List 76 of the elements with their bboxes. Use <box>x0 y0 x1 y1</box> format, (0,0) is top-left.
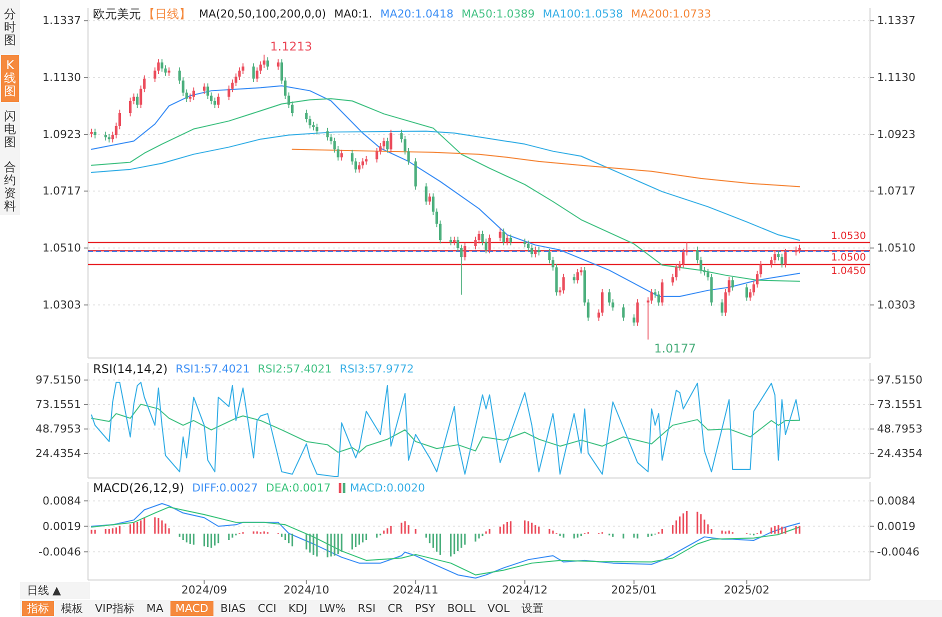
y-tick-label: 1.0923 <box>42 128 81 141</box>
line-series <box>90 382 800 478</box>
ref-line-label: 1.0450 <box>831 266 866 278</box>
text: K线图 <box>4 58 16 98</box>
legend-label: MACD:0.0020 <box>350 482 425 494</box>
line-series <box>90 404 800 453</box>
chart-title: RSI(14,14,2) <box>93 362 168 376</box>
ref-line-label: 1.0500 <box>831 252 866 264</box>
x-tick-label: 2024/11 <box>392 584 438 596</box>
text: 闪电图 <box>4 109 16 149</box>
text: CCI <box>258 602 276 615</box>
x-tick-label: 2025/01 <box>611 584 657 596</box>
y-tick-label: 1.1337 <box>42 14 81 28</box>
y-tick-label: 1.0717 <box>42 184 81 198</box>
y2-tick-label: 1.0923 <box>877 128 916 141</box>
x-tick-label: 2024/12 <box>502 584 548 596</box>
text: 分时图 <box>4 7 16 47</box>
x-tick-label: 2024/10 <box>284 584 330 596</box>
y-tick-label: 97.5150 <box>36 374 81 387</box>
y-tick-label: 73.1551 <box>36 398 81 412</box>
legend-label: RSI1:57.4021 <box>176 362 250 376</box>
text: BOLL <box>447 602 476 615</box>
y2-tick-label: 1.0510 <box>877 242 916 255</box>
text: MACD <box>175 602 208 615</box>
y-tick-label: -0.0046 <box>38 545 81 558</box>
y-tick-label: 1.0303 <box>42 298 81 312</box>
text: 设置 <box>522 602 544 615</box>
x-tick-label: 2025/02 <box>724 584 770 596</box>
chart-title: MACD(26,12,9) <box>93 481 184 495</box>
y2-tick-label: 73.1551 <box>877 398 922 412</box>
text: MA <box>146 602 164 615</box>
text: LW% <box>319 602 346 615</box>
y2-tick-label: 97.5150 <box>877 374 922 387</box>
y2-tick-label: 1.1337 <box>877 14 916 28</box>
y2-tick-label: 1.0717 <box>877 184 916 198</box>
text: BIAS <box>220 602 246 615</box>
text: VOL <box>488 602 511 615</box>
text: 模板 <box>61 602 83 615</box>
series-label: DIFF:0.0027 <box>192 482 258 494</box>
y-tick-label: 1.1130 <box>42 71 81 84</box>
text: MA200:1.0733 <box>630 8 712 20</box>
y2-tick-label: 0.0084 <box>877 494 916 508</box>
y2-tick-label: 0.0019 <box>877 520 916 533</box>
y-tick-label: 24.4354 <box>36 446 81 460</box>
annotation: MA0:1. <box>334 8 372 20</box>
text: CR <box>388 602 404 615</box>
line-series <box>90 130 800 241</box>
text: VIP指标 <box>95 602 134 615</box>
text: PSY <box>414 602 436 615</box>
text: RSI2:57.4021 <box>258 362 332 376</box>
y2-tick-label: -0.0046 <box>877 545 920 558</box>
y-tick-label: 48.7953 <box>36 422 81 436</box>
y-tick-label: 0.0019 <box>42 520 81 533</box>
y2-tick-label: 1.1130 <box>877 71 916 84</box>
text: MA50:1.0389 <box>462 8 535 20</box>
annotation: MA(20,50,100,200,0,0) <box>199 8 326 20</box>
chart-title: 欧元美元 <box>93 7 141 21</box>
text: 指标 <box>26 602 49 615</box>
y2-tick-label: 48.7953 <box>877 422 922 436</box>
annotation: 1.1213 <box>270 40 312 54</box>
text: MA20:1.0418 <box>380 8 454 20</box>
annotation: 1.0177 <box>654 342 696 356</box>
y2-tick-label: 24.4354 <box>877 446 922 460</box>
text: MA100:1.0538 <box>542 8 623 20</box>
ref-line-label: 1.0530 <box>831 231 866 242</box>
y2-tick-label: 1.0303 <box>877 298 916 312</box>
text: DEA:0.0017 <box>266 482 331 494</box>
y-tick-label: 0.0084 <box>42 494 81 508</box>
text: 合约资料 <box>4 160 16 213</box>
text: RSI <box>358 602 376 615</box>
series-label: RSI3:57.9772 <box>340 362 414 376</box>
chart-subtitle: 【日线】 <box>143 7 191 21</box>
x-tick-label: 2024/09 <box>181 584 228 596</box>
y-tick-label: 1.0510 <box>42 242 81 255</box>
text: 日线 ▲ <box>27 584 62 597</box>
text: KDJ <box>288 602 308 615</box>
